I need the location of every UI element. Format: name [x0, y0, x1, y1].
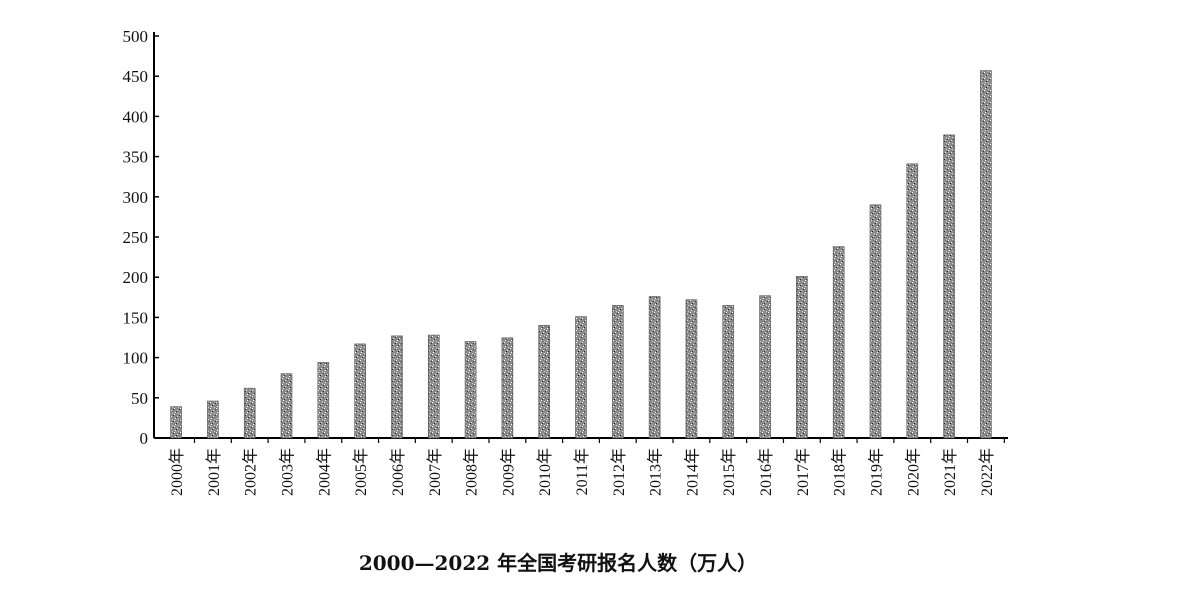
x-category-label: 2007年: [426, 448, 444, 496]
x-category-label: 2021年: [941, 448, 959, 496]
x-category-label: 2013年: [647, 448, 665, 496]
x-category-label: 2019年: [867, 448, 885, 496]
x-category-label: 2015年: [720, 448, 738, 496]
bar-2005年: [354, 343, 366, 439]
x-category-label: 2002年: [242, 448, 260, 496]
bar-2016年: [759, 295, 771, 439]
x-category-label: 2008年: [463, 448, 481, 496]
x-category-label: 2020年: [904, 448, 922, 496]
bar-2021年: [943, 134, 955, 439]
bar-2008年: [464, 341, 477, 439]
chart-title: 2000—2022 年全国考研报名人数（万人）: [359, 551, 757, 575]
x-category-label: 2014年: [683, 448, 701, 496]
x-category-label: 2006年: [389, 448, 407, 496]
bars: [170, 70, 992, 439]
y-tick-label: 100: [123, 349, 149, 368]
bar-2007年: [427, 334, 440, 439]
y-tick-label: 250: [123, 228, 149, 247]
x-category-label: 2017年: [794, 448, 812, 496]
bar-2022年: [980, 70, 992, 439]
y-tick-label: 300: [123, 188, 149, 207]
y-tick-label: 400: [123, 107, 149, 126]
y-tick-label: 350: [123, 148, 149, 167]
bar-2002年: [243, 387, 256, 439]
bar-2003年: [280, 373, 293, 439]
bar-2012年: [612, 305, 624, 439]
bar-2011年: [575, 316, 587, 439]
x-category-label: 2001年: [205, 448, 223, 496]
x-category-label: 2022年: [978, 448, 996, 496]
y-tick-label: 0: [140, 429, 149, 448]
bar-2018年: [832, 246, 845, 439]
x-category-label: 2009年: [499, 448, 517, 496]
bar-2000年: [170, 406, 182, 439]
bar-2001年: [207, 400, 219, 439]
x-category-label: 2012年: [610, 448, 628, 496]
y-tick-label: 500: [123, 27, 149, 46]
x-axis-category-labels: 2000年 2001年 2002年 2003年 2004年 2005年 2006年 2007年…: [168, 448, 996, 496]
y-tick-label: 200: [123, 268, 149, 287]
x-category-label: 2005年: [352, 448, 370, 496]
bar-2004年: [317, 362, 330, 439]
x-category-label: 2016年: [757, 448, 775, 496]
x-category-label: 2010年: [536, 448, 554, 496]
x-category-label: 2018年: [831, 448, 849, 496]
y-axis-tick-labels: 0 50 100 150 200 250 300 350 400 450 500: [123, 27, 149, 448]
bar-2013年: [648, 296, 661, 439]
y-tick-label: 450: [123, 67, 149, 86]
bar-2019年: [869, 204, 882, 439]
y-tick-label: 50: [131, 389, 148, 408]
bar-2015年: [722, 305, 735, 439]
bar-2020年: [906, 163, 919, 439]
bar-2017年: [796, 276, 808, 439]
bar-2010年: [538, 325, 550, 439]
bar-2006年: [391, 335, 403, 439]
y-tick-label: 150: [123, 308, 149, 327]
bar-2009年: [501, 337, 514, 439]
bar-2014年: [685, 299, 698, 439]
x-category-label: 2004年: [315, 448, 333, 496]
x-category-label: 2000年: [168, 448, 186, 496]
x-category-label: 2003年: [279, 448, 297, 496]
x-category-label: 2011年: [573, 448, 591, 495]
